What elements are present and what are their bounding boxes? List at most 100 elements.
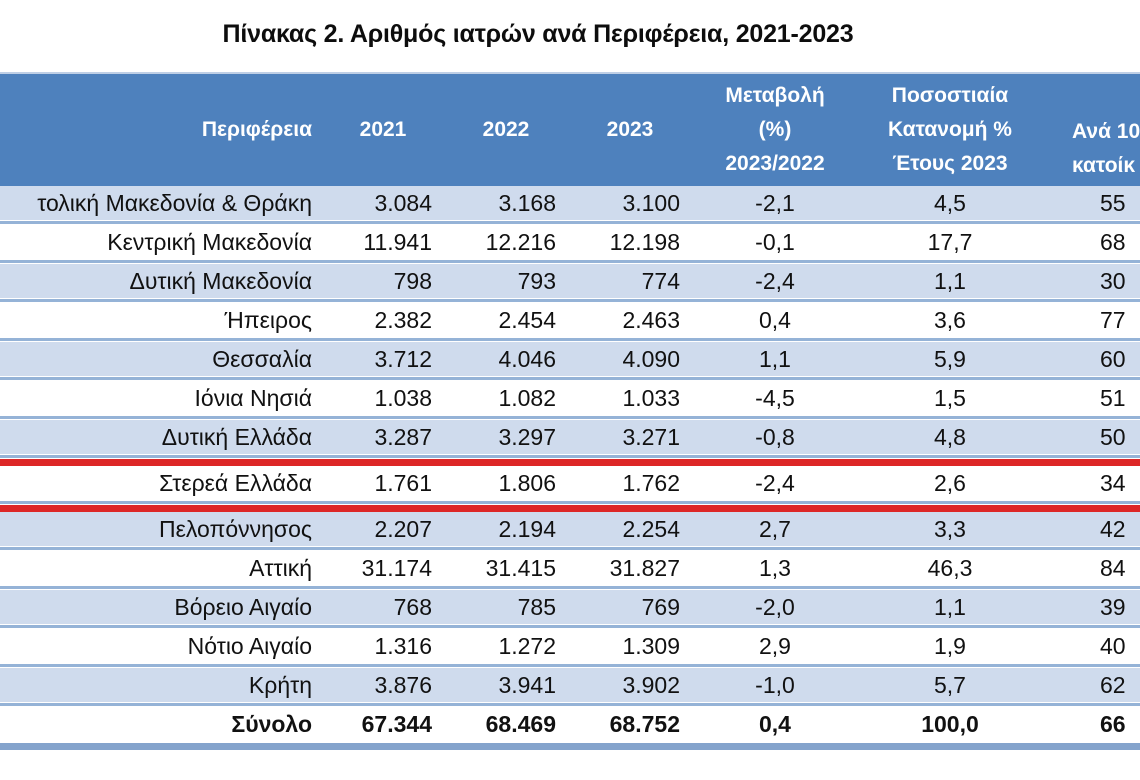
cell-region: Δυτική Μακεδονία	[129, 267, 312, 294]
cell-change: 1,3	[759, 554, 791, 581]
red-annotation-line	[0, 505, 1140, 512]
cell-dist: 3,6	[934, 306, 966, 333]
cell-y2023: 68.752	[609, 710, 680, 737]
col-header-region: Περιφέρεια	[0, 113, 322, 147]
cell-change: 2,9	[759, 632, 791, 659]
cell-y2022: 3.941	[498, 671, 556, 698]
col-header-per10k-line2: κατοίκ	[1072, 154, 1136, 177]
cell-y2022: 1.272	[498, 632, 556, 659]
cell-y2021: 3.876	[374, 671, 432, 698]
cell-per10k: 51	[1100, 384, 1126, 411]
cell-dist: 2,6	[934, 469, 966, 496]
table-row: Ιόνια Νησιά 1.038 1.082 1.033 -4,5 1,5 51	[0, 381, 1140, 415]
cell-per10k: 62	[1100, 671, 1126, 698]
cell-y2022: 12.216	[485, 228, 556, 255]
cell-y2022: 3.297	[498, 423, 556, 450]
table-row: Δυτική Ελλάδα 3.287 3.297 3.271 -0,8 4,8 50	[0, 420, 1140, 454]
col-header-per-10k-residents: Ανά 10 κατοίκ	[1042, 115, 1140, 183]
table-row: τολική Μακεδονία & Θράκη 3.084 3.168 3.100 -…	[0, 186, 1140, 220]
cell-y2023: 769	[641, 593, 680, 620]
cell-y2023: 4.090	[622, 345, 680, 372]
row-separator	[0, 500, 1140, 505]
cell-region: Αττική	[249, 554, 312, 581]
cell-y2021: 3.287	[374, 423, 432, 450]
table-row: Πελοπόννησος 2.207 2.194 2.254 2,7 3,3 42	[0, 512, 1140, 546]
cell-change: -2,0	[755, 593, 795, 620]
cell-change: 0,4	[759, 306, 791, 333]
cell-region: Σύνολο	[231, 710, 312, 737]
cell-y2023: 2.463	[622, 306, 680, 333]
regions-doctors-table: Περιφέρεια 2021 2022 2023 Μεταβολή (%) 2…	[0, 72, 1140, 750]
cell-per10k: 84	[1100, 554, 1126, 581]
cell-region: Θεσσαλία	[212, 345, 312, 372]
cell-dist: 46,3	[927, 554, 973, 581]
row-separator	[0, 546, 1140, 551]
cell-y2022: 1.082	[498, 384, 556, 411]
row-separator	[0, 259, 1140, 264]
table-row: Θεσσαλία 3.712 4.046 4.090 1,1 5,9 60	[0, 342, 1140, 376]
cell-region: τολική Μακεδονία & Θράκη	[37, 189, 312, 216]
cell-change: -1,0	[755, 671, 795, 698]
table-bottom-gap	[0, 741, 1140, 743]
row-separator	[0, 337, 1140, 342]
cell-y2022: 785	[517, 593, 556, 620]
cell-y2023: 774	[641, 267, 680, 294]
cell-y2021: 1.761	[374, 469, 432, 496]
cell-y2021: 768	[393, 593, 432, 620]
cell-y2022: 2.194	[498, 515, 556, 542]
cell-per10k: 77	[1100, 306, 1126, 333]
cell-y2021: 3.084	[374, 189, 432, 216]
cell-y2023: 2.254	[622, 515, 680, 542]
cell-dist: 5,7	[934, 671, 966, 698]
table-row: Κεντρική Μακεδονία 11.941 12.216 12.198 -0,1…	[0, 225, 1140, 259]
col-header-2021: 2021	[322, 113, 444, 147]
cell-y2023: 3.902	[622, 671, 680, 698]
cell-change: -0,1	[755, 228, 795, 255]
cell-region: Κρήτη	[248, 671, 312, 698]
cell-region: Κεντρική Μακεδονία	[107, 228, 312, 255]
cell-y2023: 1.309	[622, 632, 680, 659]
cell-region: Δυτική Ελλάδα	[161, 423, 312, 450]
cell-per10k: 60	[1100, 345, 1126, 372]
table-row: Αττική 31.174 31.415 31.827 1,3 46,3 84	[0, 551, 1140, 585]
col-header-2022-label: 2022	[482, 118, 530, 141]
row-separator	[0, 702, 1140, 707]
cell-region: Ήπειρος	[224, 306, 312, 333]
cell-dist: 100,0	[921, 710, 979, 737]
cell-y2022: 3.168	[498, 189, 556, 216]
cell-per10k: 68	[1100, 228, 1126, 255]
col-header-change-line3: 2023/2022	[725, 152, 825, 175]
cell-per10k: 34	[1100, 469, 1126, 496]
cell-y2021: 31.174	[361, 554, 432, 581]
cell-per10k: 39	[1100, 593, 1126, 620]
cell-dist: 5,9	[934, 345, 966, 372]
cell-per10k: 30	[1100, 267, 1126, 294]
row-separator	[0, 376, 1140, 381]
cell-change: 0,4	[759, 710, 791, 737]
row-separator	[0, 298, 1140, 303]
cell-y2022: 793	[517, 267, 556, 294]
cell-region: Νότιο Αιγαίο	[187, 632, 312, 659]
row-separator	[0, 663, 1140, 668]
cell-dist: 1,5	[934, 384, 966, 411]
cell-y2021: 3.712	[374, 345, 432, 372]
cell-y2023: 1.033	[622, 384, 680, 411]
row-separator	[0, 585, 1140, 590]
cell-region: Πελοπόννησος	[158, 515, 312, 542]
cell-dist: 4,5	[934, 189, 966, 216]
cell-dist: 4,8	[934, 423, 966, 450]
cell-y2022: 4.046	[498, 345, 556, 372]
col-header-region-label: Περιφέρεια	[201, 118, 312, 141]
col-header-change-pct: Μεταβολή (%) 2023/2022	[692, 79, 858, 181]
cell-change: -0,8	[755, 423, 795, 450]
cell-y2023: 1.762	[622, 469, 680, 496]
cell-y2021: 2.382	[374, 306, 432, 333]
table-header-row: Περιφέρεια 2021 2022 2023 Μεταβολή (%) 2…	[0, 74, 1140, 186]
col-header-2023-label: 2023	[606, 118, 654, 141]
cell-y2023: 3.100	[622, 189, 680, 216]
cell-region: Στερεά Ελλάδα	[159, 469, 312, 496]
cell-per10k: 42	[1100, 515, 1126, 542]
cell-y2021: 798	[393, 267, 432, 294]
cell-change: -2,1	[755, 189, 795, 216]
